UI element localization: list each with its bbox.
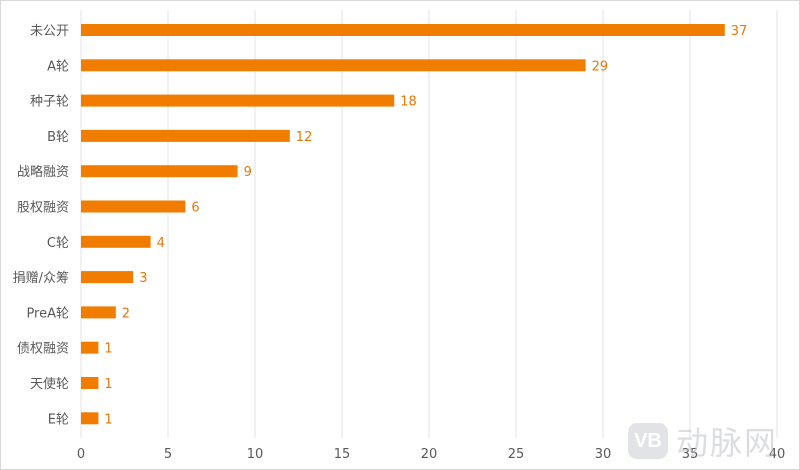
bar-1 <box>81 59 586 72</box>
bar-4 <box>81 165 238 178</box>
x-tick-label-20: 20 <box>421 447 438 462</box>
category-label-7: 捐赠/众筹 <box>13 270 69 286</box>
category-label-3: B轮 <box>47 130 69 145</box>
data-label-9: 1 <box>104 342 112 357</box>
category-label-0: 未公开 <box>30 24 69 39</box>
category-label-4: 战略融资 <box>17 164 69 180</box>
data-label-4: 9 <box>244 165 252 180</box>
data-label-5: 6 <box>191 201 199 216</box>
data-label-8: 2 <box>122 306 130 321</box>
category-label-6: C轮 <box>47 236 69 251</box>
bar-6 <box>81 235 151 248</box>
bar-7 <box>81 271 134 284</box>
x-tick-label-15: 15 <box>334 447 351 462</box>
bar-0 <box>81 24 725 36</box>
data-label-3: 12 <box>296 130 313 145</box>
bar-2 <box>81 94 395 107</box>
x-tick-label-40: 40 <box>769 447 786 462</box>
data-label-0: 37 <box>731 24 748 39</box>
category-label-8: PreA轮 <box>26 306 69 321</box>
category-label-10: 天使轮 <box>30 376 69 392</box>
bar-5 <box>81 200 186 213</box>
watermark-text: 动脉网 <box>676 424 779 462</box>
data-label-2: 18 <box>400 95 417 110</box>
watermark-logo-icon: VB <box>628 423 668 459</box>
data-label-6: 4 <box>157 236 165 251</box>
category-label-5: 股权融资 <box>17 200 69 216</box>
bar-3 <box>81 129 290 142</box>
category-label-1: A轮 <box>47 59 69 74</box>
data-label-11: 1 <box>104 412 112 427</box>
bar-8 <box>81 306 116 319</box>
data-label-10: 1 <box>104 377 112 392</box>
x-tick-label-25: 25 <box>508 447 525 462</box>
x-tick-label-10: 10 <box>247 447 264 462</box>
x-tick-label-35: 35 <box>682 447 699 462</box>
x-tick-label-5: 5 <box>164 447 172 462</box>
category-label-2: 种子轮 <box>30 95 69 110</box>
x-tick-label-30: 30 <box>595 447 612 462</box>
bar-9 <box>81 341 99 354</box>
category-label-9: 债权融资 <box>17 341 69 357</box>
bar-10 <box>81 377 99 389</box>
data-label-7: 3 <box>139 271 147 286</box>
category-label-11: E轮 <box>48 412 69 427</box>
bar-layer <box>81 24 725 425</box>
x-tick-label-0: 0 <box>77 447 85 462</box>
data-label-1: 29 <box>592 59 609 74</box>
grid-layer <box>80 10 778 438</box>
bar-11 <box>81 412 99 425</box>
watermark: VB 动脉网 <box>628 418 778 464</box>
